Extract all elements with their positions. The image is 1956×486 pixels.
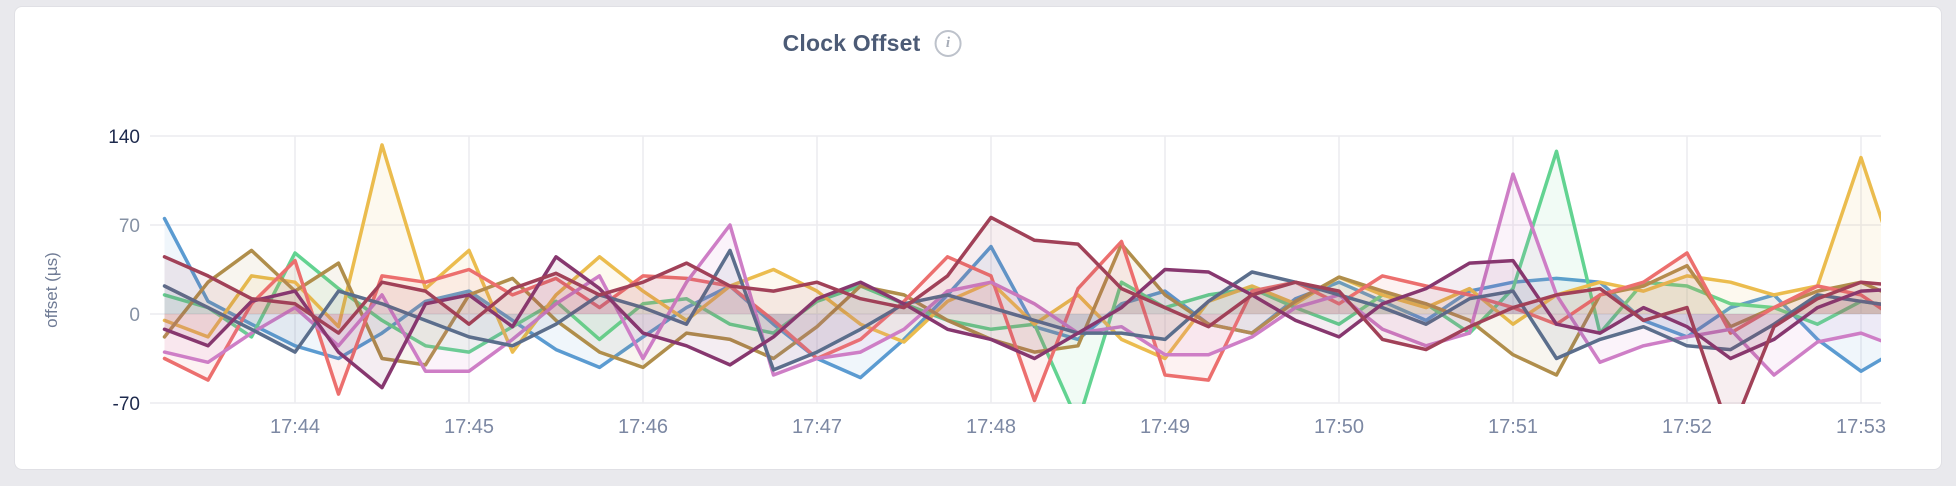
svg-text:17:46: 17:46: [618, 416, 668, 438]
svg-text:-70: -70: [113, 394, 140, 415]
svg-text:17:51: 17:51: [1488, 416, 1538, 438]
series-6-line: [162, 172, 1881, 377]
svg-text:17:44: 17:44: [270, 416, 320, 438]
svg-text:17:45: 17:45: [444, 416, 494, 438]
series-4-area: [164, 244, 1881, 375]
info-icon[interactable]: i: [934, 30, 962, 57]
series-2-area: [164, 151, 1881, 404]
axis-labels-layer: 140 70 0 -70 17:44 17:45 17:46 17:47 17:48 17:49 1…: [42, 127, 1886, 438]
series-8-line: [162, 255, 1881, 390]
svg-text:17:50: 17:50: [1314, 416, 1364, 438]
series-1-area: [164, 218, 1881, 378]
series-8-area: [164, 256, 1881, 388]
series-9-line: [162, 215, 1881, 404]
svg-text:0: 0: [129, 305, 140, 326]
svg-text:offset (µs): offset (µs): [42, 252, 61, 328]
series-5-area: [164, 241, 1881, 401]
svg-text:140: 140: [108, 127, 140, 148]
svg-text:17:49: 17:49: [1140, 416, 1190, 438]
series-5-line: [162, 239, 1881, 403]
svg-text:17:47: 17:47: [792, 416, 842, 438]
series-7-line: [162, 248, 1881, 372]
series-layer: [162, 143, 1881, 404]
series-3-line: [162, 143, 1881, 361]
series-6-area: [164, 174, 1881, 375]
svg-text:17:48: 17:48: [966, 416, 1016, 438]
clock-offset-card: [14, 6, 1942, 470]
svg-text:70: 70: [119, 216, 140, 237]
chart-title: Clock Offset: [782, 30, 921, 56]
svg-text:17:53: 17:53: [1836, 416, 1886, 438]
series-9-area: [164, 217, 1881, 404]
svg-text:17:52: 17:52: [1662, 416, 1712, 438]
chart-header: Clock Offset i: [783, 30, 962, 57]
